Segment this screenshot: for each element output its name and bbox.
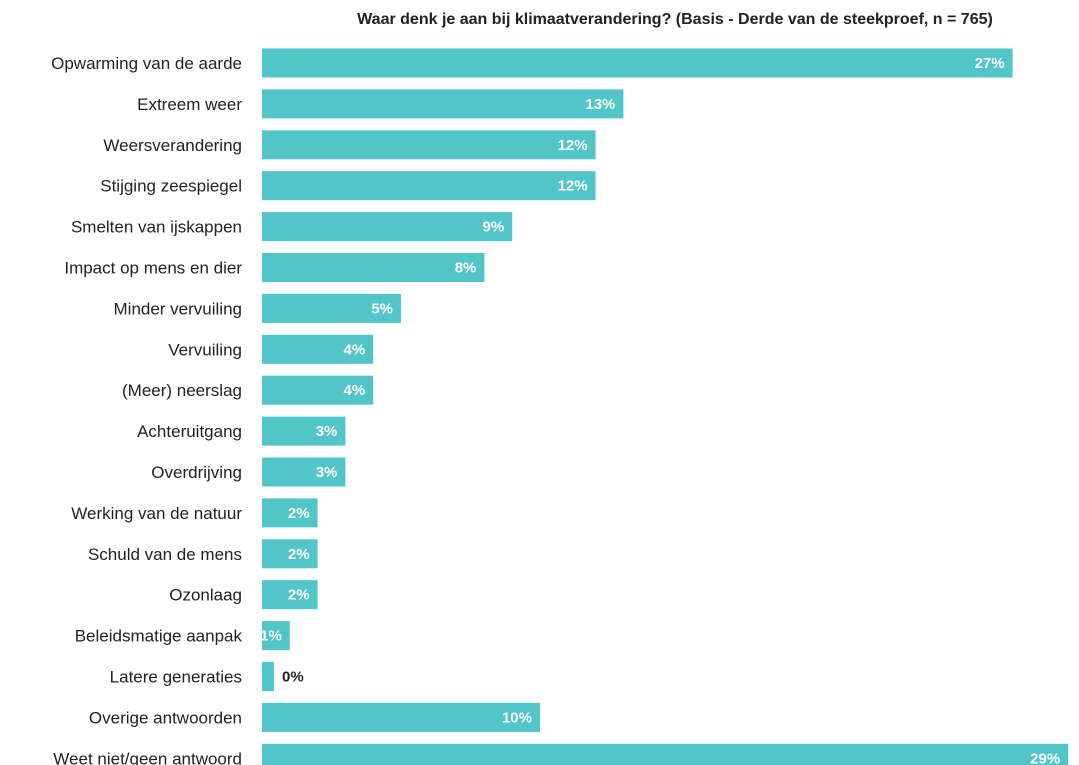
bar — [262, 89, 624, 119]
category-label: Impact op mens en dier — [64, 259, 242, 278]
category-label: Weersverandering — [103, 136, 242, 155]
bar — [262, 130, 596, 160]
bar — [262, 662, 274, 691]
data-label: 9% — [483, 219, 505, 236]
data-label: 4% — [344, 382, 366, 399]
bar — [262, 621, 290, 651]
bar — [262, 457, 346, 487]
category-label: Minder vervuiling — [114, 299, 243, 318]
bar — [262, 702, 540, 732]
data-label: 2% — [288, 587, 310, 604]
category-label: Overige antwoorden — [89, 708, 242, 727]
category-label: Extreem weer — [137, 95, 242, 114]
category-label: Werking van de natuur — [71, 504, 242, 523]
data-label: 12% — [558, 178, 588, 195]
data-label: 29% — [1030, 750, 1060, 765]
data-label: 5% — [371, 300, 393, 317]
category-label: (Meer) neerslag — [122, 381, 242, 400]
bar — [262, 293, 401, 323]
data-label: 27% — [975, 55, 1005, 72]
bar — [262, 416, 346, 446]
category-label: Overdrijving — [151, 463, 242, 482]
bars-group: Opwarming van de aarde 27% Extreem weer 13%… — [51, 48, 1069, 765]
category-label: Stijging zeespiegel — [100, 177, 242, 196]
bar — [262, 743, 1069, 765]
data-label: 1% — [260, 628, 282, 645]
category-label: Weet niet/geen antwoord — [53, 749, 242, 765]
data-label: 3% — [316, 464, 338, 481]
bar — [262, 498, 318, 528]
bar — [262, 212, 513, 242]
bar — [262, 539, 318, 569]
bar — [262, 48, 1013, 78]
category-label: Vervuiling — [168, 340, 242, 359]
bar — [262, 334, 374, 364]
category-label: Smelten van ijskappen — [71, 218, 242, 237]
data-label: 3% — [316, 423, 338, 440]
category-label: Beleidsmatige aanpak — [75, 627, 243, 646]
chart-title: Waar denk je aan bij klimaatverandering?… — [357, 11, 993, 28]
category-label: Schuld van de mens — [88, 545, 242, 564]
category-label: Opwarming van de aarde — [51, 54, 242, 73]
bar — [262, 171, 596, 201]
data-label: 2% — [288, 505, 310, 522]
data-label: 2% — [288, 546, 310, 563]
data-label: 13% — [585, 96, 615, 113]
data-label: 12% — [558, 137, 588, 154]
category-label: Latere generaties — [110, 668, 242, 687]
data-label: 4% — [344, 341, 366, 358]
data-label: 0% — [282, 669, 304, 686]
bar — [262, 253, 485, 282]
category-label: Achteruitgang — [137, 422, 242, 441]
data-label: 8% — [455, 260, 477, 277]
bar — [262, 580, 318, 610]
category-label: Ozonlaag — [169, 586, 242, 605]
data-label: 10% — [502, 709, 532, 726]
bar — [262, 375, 374, 405]
